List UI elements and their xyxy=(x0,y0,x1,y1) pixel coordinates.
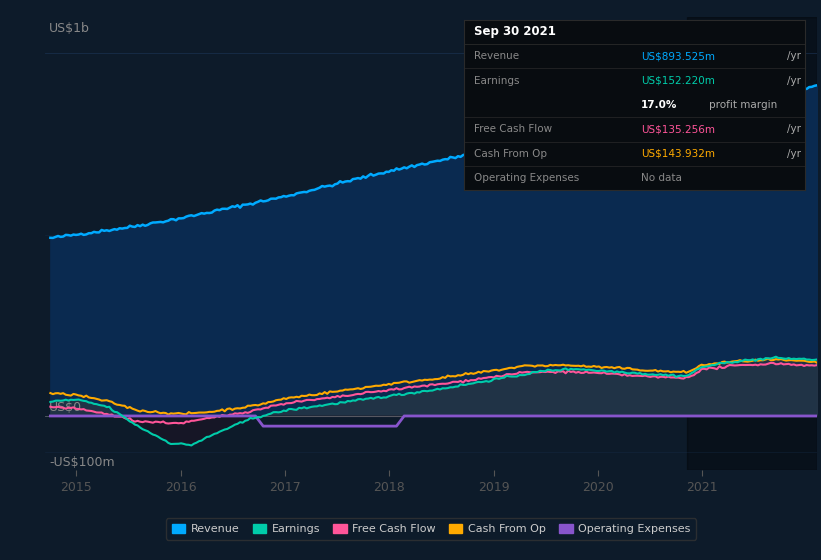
Legend: Revenue, Earnings, Free Cash Flow, Cash From Op, Operating Expenses: Revenue, Earnings, Free Cash Flow, Cash … xyxy=(166,519,696,540)
Text: US$143.932m: US$143.932m xyxy=(641,149,715,159)
Text: Cash From Op: Cash From Op xyxy=(474,149,547,159)
Text: US$152.220m: US$152.220m xyxy=(641,76,715,86)
Text: -US$100m: -US$100m xyxy=(49,456,115,469)
Text: Free Cash Flow: Free Cash Flow xyxy=(474,124,553,134)
Text: US$0: US$0 xyxy=(49,401,82,414)
Text: /yr: /yr xyxy=(787,149,800,159)
Text: Revenue: Revenue xyxy=(474,51,519,61)
Text: Earnings: Earnings xyxy=(474,76,520,86)
Text: 17.0%: 17.0% xyxy=(641,100,677,110)
Text: Operating Expenses: Operating Expenses xyxy=(474,173,580,183)
Text: US$893.525m: US$893.525m xyxy=(641,51,715,61)
Text: US$135.256m: US$135.256m xyxy=(641,124,715,134)
Text: profit margin: profit margin xyxy=(709,100,777,110)
Bar xyxy=(686,17,817,470)
Text: US$1b: US$1b xyxy=(49,22,89,35)
Text: Sep 30 2021: Sep 30 2021 xyxy=(474,25,556,38)
Text: No data: No data xyxy=(641,173,682,183)
Text: /yr: /yr xyxy=(787,76,800,86)
Text: /yr: /yr xyxy=(787,124,800,134)
Text: /yr: /yr xyxy=(787,51,800,61)
